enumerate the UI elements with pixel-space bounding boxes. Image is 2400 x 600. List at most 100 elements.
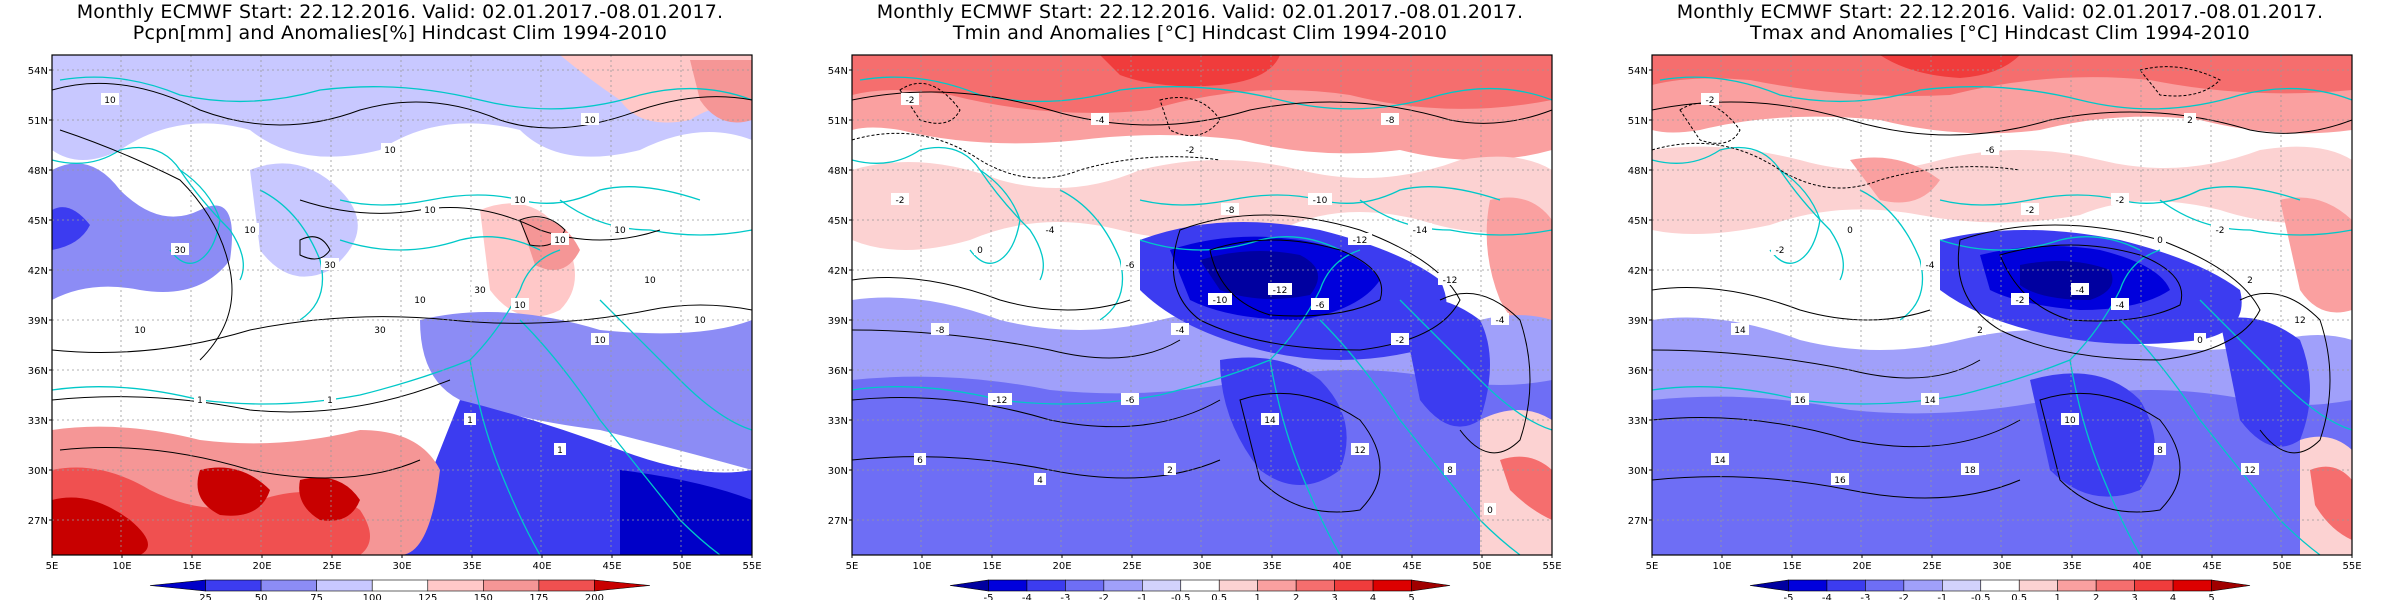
contour-label: 12 (2291, 313, 2309, 326)
contour-label: 10 (421, 203, 439, 216)
contour-label: -4 (1091, 113, 1109, 126)
lat-label: 48N (28, 166, 48, 177)
svg-text:-6: -6 (1986, 146, 1995, 156)
contour-label: -2 (2021, 203, 2039, 216)
contour-label: -2 (1771, 243, 1789, 256)
svg-text:10: 10 (134, 326, 146, 336)
colorbar-label: 150 (474, 593, 493, 600)
lon-label: 20E (1852, 561, 1871, 572)
svg-text:14: 14 (1264, 416, 1276, 426)
svg-text:-4: -4 (1096, 116, 1105, 126)
contour-label: -14 (1408, 223, 1432, 236)
svg-text:-2: -2 (906, 96, 915, 106)
contour-label: 1 (464, 413, 476, 426)
lon-label: 25E (1922, 561, 1941, 572)
colorbar-label: 25 (199, 593, 212, 600)
svg-text:4: 4 (1037, 476, 1043, 486)
coastlines (51, 76, 753, 556)
colorbar-swatch (2134, 579, 2174, 592)
lon-label: 35E (2062, 561, 2081, 572)
graticule (852, 55, 1552, 555)
svg-text:0: 0 (1487, 506, 1493, 516)
lat-label: 27N (828, 516, 848, 527)
lon-label: 20E (1052, 561, 1071, 572)
svg-text:-4: -4 (1046, 226, 1055, 236)
svg-text:10: 10 (514, 301, 526, 311)
lat-label: 30N (28, 466, 48, 477)
tmin-panel: Monthly ECMWF Start: 22.12.2016. Valid: … (800, 0, 1600, 600)
svg-text:-12: -12 (1443, 276, 1458, 286)
contour-label: 2 (1974, 323, 1986, 336)
colorbar-swatch (1334, 579, 1374, 592)
lat-label: 45N (1628, 216, 1648, 227)
lon-label: 25E (1122, 561, 1141, 572)
colorbar-swatch (1218, 579, 1258, 592)
contour-label: 30 (171, 243, 189, 256)
lon-label: 5E (46, 561, 59, 572)
colorbar-label: 2 (2093, 593, 2099, 600)
lat-label: 54N (28, 66, 48, 77)
svg-text:2: 2 (2247, 276, 2253, 286)
svg-text:1: 1 (467, 416, 473, 426)
panel-title-line2: Pcpn[mm] and Anomalies[%] Hindcast Clim … (132, 22, 668, 44)
lon-label: 55E (742, 561, 761, 572)
svg-text:10: 10 (594, 336, 606, 346)
contour-label: 10 (2061, 413, 2079, 426)
contour-label: -8 (931, 323, 949, 336)
contour-label: -6 (1121, 393, 1139, 406)
svg-text:2: 2 (2187, 116, 2193, 126)
colorbar-swatch (2018, 579, 2058, 592)
contour-label: 18 (1961, 463, 1979, 476)
contour-label: -2 (901, 93, 919, 106)
lat-label: 36N (1628, 366, 1648, 377)
lon-label: 45E (2202, 561, 2221, 572)
svg-text:-4: -4 (1926, 261, 1935, 271)
lat-label: 33N (28, 416, 48, 427)
colorbar-swatch (1980, 579, 2020, 592)
colorbar-swatch (371, 579, 429, 592)
contour-label: -12 (988, 393, 1012, 406)
svg-text:30: 30 (474, 286, 486, 296)
colorbar-swatch (205, 579, 262, 592)
lat-label: 51N (28, 116, 48, 127)
svg-text:-2: -2 (2216, 226, 2225, 236)
precipitation-panel: Monthly ECMWF Start: 22.12.2016. Valid: … (0, 0, 800, 600)
lat-label: 36N (828, 366, 848, 377)
svg-text:-8: -8 (1226, 206, 1235, 216)
colorbar-swatch (1065, 579, 1105, 592)
contour-label: 0 (2154, 233, 2166, 246)
contour-label: -4 (1491, 313, 1509, 326)
colorbar-swatch (149, 579, 206, 592)
contour-label: -6 (1981, 143, 1999, 156)
contour-label: 10 (511, 298, 529, 311)
lat-label: 42N (828, 266, 848, 277)
svg-text:12: 12 (1354, 446, 1365, 456)
colorbar-label: 1 (1255, 593, 1261, 600)
colorbar-swatch (1903, 579, 1943, 592)
lat-label: 33N (828, 416, 848, 427)
svg-text:30: 30 (174, 246, 186, 256)
colorbar-label: 100 (363, 593, 382, 600)
lat-label: 54N (828, 66, 848, 77)
colorbar-label: -1 (1937, 593, 1947, 600)
lon-label: 55E (2342, 561, 2361, 572)
contour-label: -12 (1438, 273, 1462, 286)
graticule (52, 55, 752, 555)
contour-label: 10 (611, 223, 629, 236)
lat-label: 39N (1628, 316, 1648, 327)
colorbar-swatch (1142, 579, 1182, 592)
contour-label: 1 (194, 393, 206, 406)
svg-text:-2: -2 (1396, 336, 1405, 346)
colorbar-label: 5 (2208, 593, 2214, 600)
colorbar-label: -0.5 (1171, 593, 1191, 600)
colorbar-label: 4 (2170, 593, 2176, 600)
svg-text:-10: -10 (1313, 196, 1328, 206)
svg-text:-4: -4 (2076, 286, 2085, 296)
lon-label: 30E (1192, 561, 1211, 572)
svg-text:10: 10 (384, 146, 396, 156)
colorbar-label: -4 (1822, 593, 1832, 600)
panel-title-line1: Monthly ECMWF Start: 22.12.2016. Valid: … (76, 1, 724, 23)
colorbar-label: 4 (1370, 593, 1376, 600)
contour-label: 14 (1731, 323, 1749, 336)
contour-label: 14 (1921, 393, 1939, 406)
